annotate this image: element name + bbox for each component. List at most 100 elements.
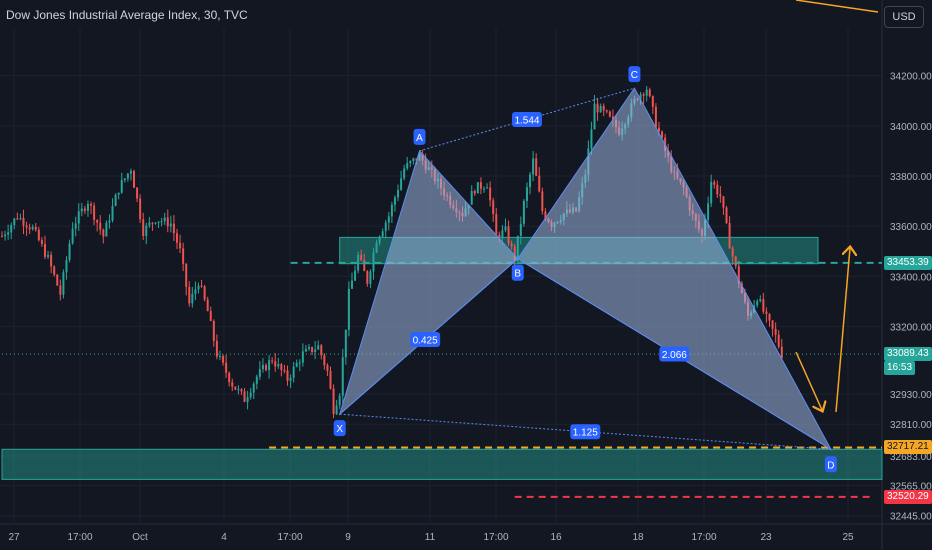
- candle-body: [255, 376, 258, 384]
- x-tick-label: Oct: [132, 532, 148, 543]
- candle-body: [777, 334, 780, 347]
- candle-body: [489, 187, 492, 201]
- candle-body: [522, 200, 525, 224]
- candle-body: [172, 223, 175, 234]
- candle-body: [482, 188, 485, 190]
- candle-body: [722, 196, 725, 208]
- candle-body: [111, 205, 114, 221]
- candle-body: [249, 392, 252, 398]
- pattern-point-a: A: [416, 133, 423, 144]
- candle-body: [237, 389, 240, 391]
- candle-body: [274, 361, 277, 367]
- candle-body: [71, 228, 74, 244]
- zone-support: [1, 448, 883, 480]
- candle-body: [602, 105, 605, 111]
- candle-body: [323, 355, 326, 366]
- y-tick-label: 33800.00: [890, 172, 932, 183]
- candle-body: [384, 222, 387, 232]
- candle-body: [525, 187, 528, 201]
- candle-body: [16, 218, 19, 220]
- candle-body: [182, 248, 185, 264]
- candle-body: [271, 360, 274, 362]
- candle-body: [372, 252, 375, 272]
- candle-body: [544, 211, 547, 219]
- candle-body: [470, 191, 473, 205]
- candle-body: [541, 191, 544, 212]
- candle-body: [375, 242, 378, 253]
- candle-body: [713, 181, 716, 185]
- candle-body: [486, 187, 489, 189]
- currency-button[interactable]: USD: [884, 6, 924, 28]
- pattern-triangle-bcd: [517, 87, 833, 451]
- candle-body: [756, 301, 759, 306]
- candle-body: [725, 207, 728, 224]
- arrow-partial: [795, 0, 879, 13]
- candle-body: [366, 271, 369, 284]
- candle-body: [476, 182, 479, 194]
- candle-body: [53, 266, 56, 275]
- candle-body: [651, 96, 654, 107]
- y-tick-label: 33200.00: [890, 322, 932, 333]
- candle-body: [185, 263, 188, 287]
- candle-body: [225, 362, 228, 373]
- candle-body: [175, 233, 178, 243]
- candle-body: [243, 391, 246, 402]
- price-badge-last: 33089.43: [884, 347, 932, 362]
- pattern-point-box: [824, 456, 837, 473]
- candle-body: [344, 329, 347, 358]
- candle-body: [62, 272, 65, 295]
- candle-body: [326, 365, 329, 371]
- candle-body: [68, 243, 71, 260]
- candle-body: [479, 182, 482, 189]
- y-tick-label: 33400.00: [890, 272, 932, 283]
- candle-body: [286, 370, 289, 381]
- ratio-label: 1.125: [573, 428, 598, 439]
- candle-body: [47, 254, 50, 257]
- candle-body: [731, 248, 734, 257]
- candle-body: [390, 204, 393, 217]
- candle-body: [645, 89, 648, 96]
- candle-body: [80, 208, 83, 212]
- candle-body: [360, 254, 363, 261]
- candle-body: [34, 226, 37, 230]
- candle-body: [154, 222, 157, 224]
- candle-body: [10, 224, 13, 233]
- candle-body: [228, 372, 231, 383]
- candle-body: [492, 200, 495, 215]
- candle-body: [532, 158, 535, 175]
- y-tick-label: 32565.00: [890, 482, 932, 493]
- candle-body: [378, 236, 381, 243]
- candle-body: [762, 299, 765, 312]
- x-tick-label: 27: [8, 532, 20, 543]
- ratio-label-box: [659, 346, 690, 362]
- pattern-point-x: X: [336, 424, 343, 435]
- candle-body: [203, 286, 206, 300]
- candle-body: [163, 217, 166, 222]
- pattern-point-box: [628, 66, 641, 83]
- candle-body: [261, 365, 264, 370]
- candle-body: [759, 299, 762, 302]
- candle-body: [535, 158, 538, 176]
- arrow-up: [835, 248, 850, 413]
- candle-body: [86, 203, 89, 211]
- pattern-leg-ac: [419, 87, 635, 152]
- candle-body: [529, 174, 532, 188]
- candle-body: [642, 94, 645, 96]
- ratio-label-box: [410, 332, 441, 348]
- x-tick-label: 17:00: [483, 532, 508, 543]
- candle-body: [123, 178, 126, 181]
- candle-body: [397, 189, 400, 198]
- candle-body: [289, 377, 292, 381]
- candle-body: [498, 234, 501, 239]
- candle-body: [19, 217, 22, 219]
- x-tick-label: 9: [345, 532, 351, 543]
- candle-body: [1, 236, 3, 238]
- pattern-point-box: [333, 420, 346, 437]
- candle-body: [105, 222, 108, 237]
- candle-body: [83, 208, 86, 211]
- candle-body: [513, 246, 516, 262]
- candle-body: [265, 365, 268, 371]
- candle-body: [108, 220, 111, 223]
- y-tick-label: 33600.00: [890, 222, 932, 233]
